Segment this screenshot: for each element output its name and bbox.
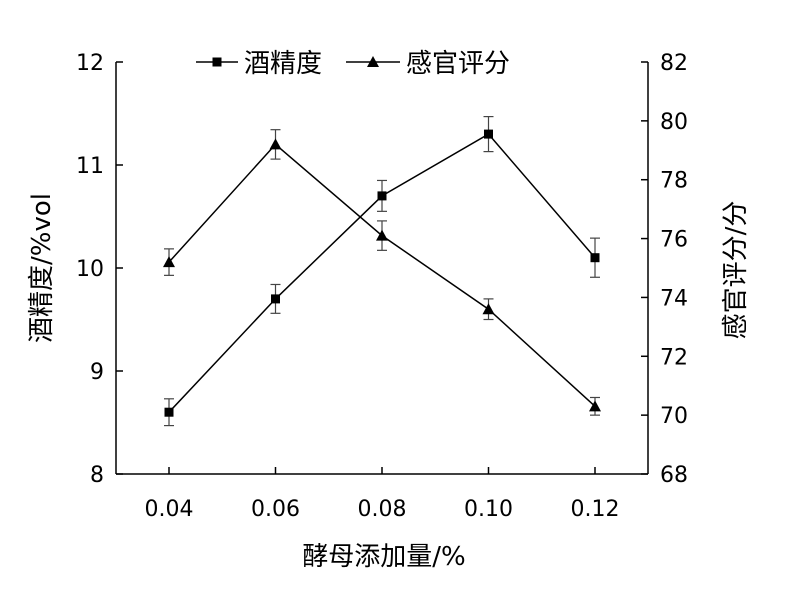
left-y-tick-label: 12 [76,51,104,76]
right-y-tick-label: 68 [660,463,688,488]
legend-item-alcohol: 酒精度 [196,49,322,79]
series-sensory [163,129,601,416]
x-tick-label: 0.04 [145,497,194,522]
left-y-tick-label: 10 [76,257,104,282]
right-y-tick-label: 80 [660,110,688,135]
legend: 酒精度 感官评分 [196,49,510,79]
data-point-alcohol [484,129,493,139]
data-point-alcohol [271,294,280,304]
data-point-sensory [376,229,388,241]
right-y-tick-label: 70 [660,404,688,429]
data-point-alcohol [164,407,174,417]
x-tick-label: 0.10 [464,497,513,522]
data-point-sensory [589,400,601,412]
x-tick-label: 0.12 [571,497,620,522]
legend-label-sensory: 感官评分 [406,49,510,79]
data-point-sensory [482,303,495,315]
right-y-tick-label: 72 [660,345,688,370]
series-alcohol-line [168,133,596,413]
legend-item-sensory: 感官评分 [346,49,510,79]
series-layer [163,115,601,427]
legend-marker-sensory [367,56,379,67]
x-axis-title: 酵母添加量/% [302,542,465,572]
axes: 8 9 10 11 12 68 70 72 74 76 78 80 82 0.04 0.06 0.08 0.10… [76,51,688,522]
left-y-tick-label: 9 [90,360,104,385]
data-point-sensory [163,256,175,268]
right-y-tick-label: 78 [660,169,688,194]
data-point-alcohol [377,191,387,201]
data-point-alcohol [590,253,600,263]
legend-label-alcohol: 酒精度 [244,49,322,79]
left-y-tick-label: 8 [90,463,104,488]
legend-marker-alcohol [212,57,222,67]
left-y-axis-title: 酒精度/%vol [27,193,57,343]
series-alcohol [164,115,600,427]
right-y-tick-label: 74 [660,286,688,311]
right-y-tick-label: 76 [660,228,688,253]
right-y-tick-label: 82 [660,51,688,76]
left-y-tick-label: 11 [76,154,104,179]
data-point-sensory [269,138,282,150]
x-tick-label: 0.08 [358,497,407,522]
x-tick-label: 0.06 [251,497,300,522]
right-y-axis-title: 感官评分/分 [721,201,751,340]
